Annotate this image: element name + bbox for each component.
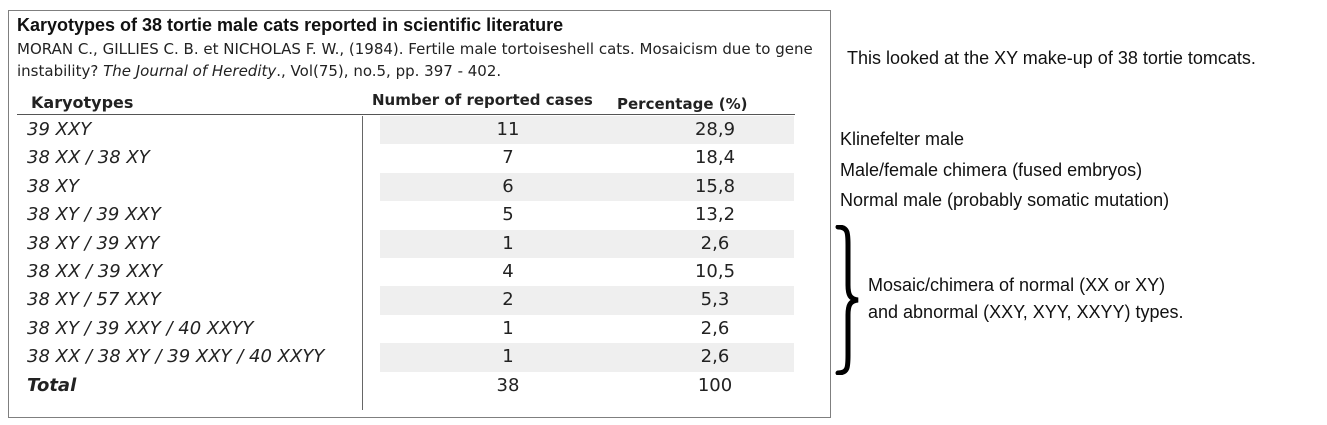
table-row: 38 XX / 38 XY / 39 XXY / 40 XXYY 1 2,6 [17,343,795,372]
cases-cell: 1 [380,229,636,258]
column-header-percentage: Percentage (%) [617,95,748,113]
karyotype-cell: 38 XX / 38 XY [27,147,150,169]
note-chimera: Male/female chimera (fused embryos) [840,160,1143,180]
total-label: Total [27,374,77,396]
header-divider [17,114,795,115]
percentage-cell: 5,3 [636,286,794,315]
table-body: 39 XXY 11 28,9 38 XX / 38 XY 7 18,4 38 X… [17,116,795,400]
curly-brace-icon [835,225,859,375]
cases-cell: 7 [502,147,514,169]
table-total-row: Total 38 100 [17,372,795,400]
citation-authors: MORAN C., GILLIES C. B. et NICHOLAS F. W… [17,40,813,80]
karyotype-cell: 38 XY / 39 XXY / 40 XXYY [27,317,254,339]
note-normal-male: Normal male (probably somatic mutation) [840,190,1170,210]
table-row: 38 XY / 57 XXY 2 5,3 [17,286,795,315]
table-row: 38 XY / 39 XXY 5 13,2 [17,201,795,229]
intro-note: This looked at the XY make-up of 38 tort… [847,48,1256,68]
table-title: Karyotypes of 38 tortie male cats report… [17,15,564,35]
cases-cell: 2 [380,286,636,315]
karyotype-cell: 38 XX / 38 XY / 39 XXY / 40 XXYY [27,346,325,368]
percentage-cell: 28,9 [636,116,794,145]
percentage-cell: 2,6 [636,343,794,372]
cases-cell: 4 [502,260,514,282]
column-header-cases: Number of reported cases [372,91,593,109]
total-cases-cell: 38 [496,374,520,396]
cases-cell: 5 [502,204,514,226]
table-row: 38 XX / 39 XXY 4 10,5 [17,258,795,286]
table-row: 38 XY / 39 XXY / 40 XXYY 1 2,6 [17,315,795,343]
total-percentage-cell: 100 [697,374,733,396]
note-klinefelter: Klinefelter male [840,129,965,149]
karyotype-cell: 39 XXY [27,119,92,140]
karyotype-cell: 38 XY / 57 XXY [27,289,161,311]
citation-journal: The Journal of Heredity [103,62,277,80]
percentage-cell: 13,2 [694,204,736,226]
cases-cell: 1 [380,343,636,372]
karyotype-cell: 38 XY / 39 XXY [27,204,161,226]
column-divider [362,116,363,410]
table-row: 38 XY / 39 XYY 1 2,6 [17,229,795,258]
percentage-cell: 10,5 [694,260,736,282]
mosaic-note-line1: Mosaic/chimera of normal (XX or XY) [868,275,1166,295]
table-row: 39 XXY 11 28,9 [17,116,795,145]
citation: MORAN C., GILLIES C. B. et NICHOLAS F. W… [17,38,829,82]
column-header-karyotypes: Karyotypes [31,93,134,112]
cases-cell: 6 [380,172,636,202]
karyotype-cell: 38 XY [27,175,79,197]
cases-cell: 11 [380,116,636,145]
percentage-cell: 2,6 [700,317,730,339]
citation-details: ., Vol(75), no.5, pp. 397 - 402. [276,62,502,80]
table-row: 38 XY 6 15,8 [17,172,795,202]
percentage-cell: 18,4 [694,147,736,169]
karyotype-cell: 38 XY / 39 XYY [27,232,160,254]
mosaic-note-line2: and abnormal (XXY, XYY, XXYY) types. [868,302,1184,322]
percentage-cell: 2,6 [636,229,794,258]
table-row: 38 XX / 38 XY 7 18,4 [17,144,795,172]
karyotype-cell: 38 XX / 39 XXY [27,260,163,282]
mosaic-note: Mosaic/chimera of normal (XX or XY) and … [868,272,1184,326]
cases-cell: 1 [502,317,514,339]
percentage-cell: 15,8 [636,172,794,202]
